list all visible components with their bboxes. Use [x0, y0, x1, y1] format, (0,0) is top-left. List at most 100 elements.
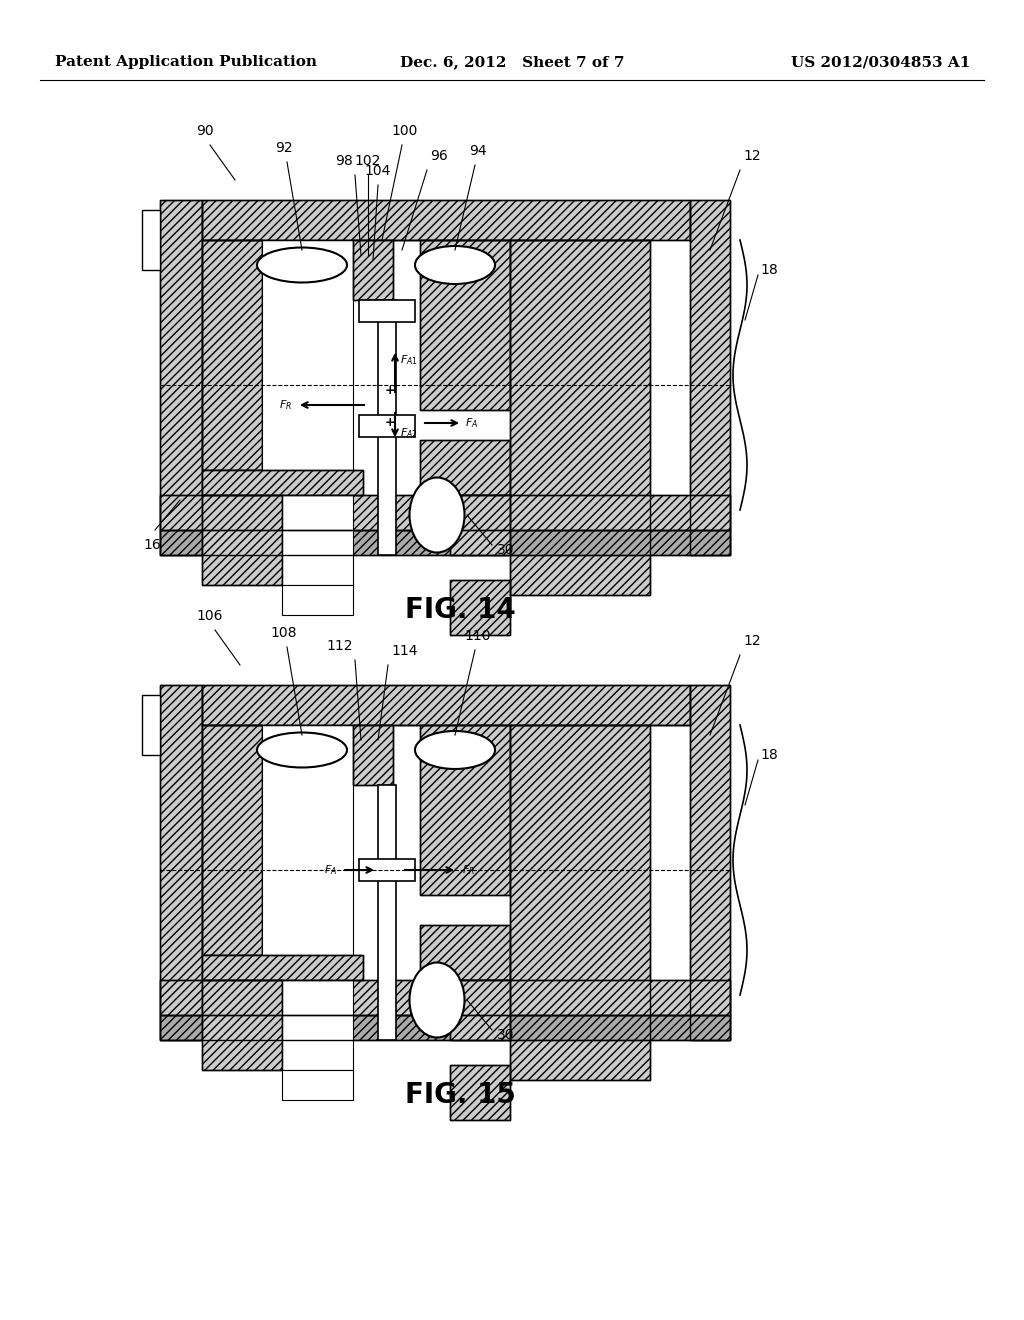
Bar — [450, 579, 510, 635]
Bar — [420, 440, 510, 495]
Bar — [378, 785, 396, 1040]
Ellipse shape — [410, 962, 465, 1038]
Text: 112: 112 — [327, 639, 353, 653]
Bar — [690, 685, 730, 1040]
Text: $F_R$: $F_R$ — [462, 863, 475, 876]
Text: $F_{A2}$: $F_{A2}$ — [400, 426, 418, 440]
Bar — [202, 954, 362, 979]
Bar — [202, 685, 690, 725]
Ellipse shape — [415, 246, 495, 284]
Bar — [160, 685, 202, 1040]
Bar — [202, 979, 282, 1071]
Bar — [359, 414, 415, 437]
Text: $F_A$: $F_A$ — [324, 863, 337, 876]
Text: 18: 18 — [760, 748, 778, 762]
Bar — [160, 1015, 730, 1040]
Bar — [450, 979, 510, 1040]
Bar — [420, 925, 510, 979]
Bar — [450, 979, 510, 1040]
Bar — [202, 495, 282, 585]
Bar — [202, 201, 690, 240]
Bar — [202, 685, 690, 725]
Bar — [510, 240, 650, 595]
Bar — [142, 696, 160, 755]
Text: $F_A$: $F_A$ — [465, 416, 478, 430]
Bar — [202, 470, 362, 495]
Text: 100: 100 — [392, 124, 418, 139]
Text: FIG. 15: FIG. 15 — [404, 1081, 515, 1109]
Bar — [282, 1071, 353, 1100]
Bar — [420, 240, 510, 411]
Bar — [202, 979, 282, 1071]
Bar — [353, 240, 393, 300]
Bar — [160, 201, 202, 554]
Bar — [282, 495, 353, 585]
Text: Dec. 6, 2012   Sheet 7 of 7: Dec. 6, 2012 Sheet 7 of 7 — [399, 55, 625, 69]
Text: Patent Application Publication: Patent Application Publication — [55, 55, 317, 69]
Text: 94: 94 — [469, 144, 486, 158]
Text: 90: 90 — [197, 124, 214, 139]
Bar — [160, 979, 730, 1015]
Text: 104: 104 — [365, 164, 391, 178]
Text: 16: 16 — [143, 539, 161, 552]
Bar — [160, 495, 730, 531]
Ellipse shape — [257, 733, 347, 767]
Text: 114: 114 — [391, 644, 418, 657]
Bar — [202, 240, 262, 470]
Text: 12: 12 — [743, 149, 761, 162]
Bar — [690, 685, 730, 1040]
Text: 92: 92 — [275, 141, 293, 154]
Text: 98: 98 — [335, 154, 353, 168]
Bar — [690, 201, 730, 554]
Bar — [202, 725, 262, 954]
Bar — [420, 925, 510, 979]
Bar — [378, 300, 396, 554]
Bar — [142, 210, 160, 271]
Text: +: + — [385, 417, 395, 429]
Text: 96: 96 — [430, 149, 447, 162]
Bar — [160, 685, 202, 1040]
Text: $F_{A1}$: $F_{A1}$ — [400, 354, 418, 367]
Text: 110: 110 — [465, 630, 492, 643]
Bar — [420, 725, 510, 895]
Bar — [160, 531, 730, 554]
Bar — [160, 531, 730, 554]
Bar — [690, 201, 730, 554]
Bar — [202, 725, 262, 954]
Bar — [353, 725, 393, 785]
Text: 30: 30 — [497, 543, 514, 557]
Bar — [450, 579, 510, 635]
Bar — [160, 495, 730, 531]
Bar — [202, 240, 262, 470]
Bar — [420, 240, 510, 411]
Bar — [450, 1065, 510, 1119]
Bar — [359, 300, 415, 322]
Bar — [262, 725, 353, 954]
Bar — [353, 240, 393, 300]
Text: 106: 106 — [197, 609, 223, 623]
Text: 12: 12 — [743, 634, 761, 648]
Ellipse shape — [410, 478, 465, 553]
Text: 18: 18 — [760, 263, 778, 277]
Bar — [160, 201, 202, 554]
Bar — [450, 495, 510, 554]
Ellipse shape — [415, 731, 495, 770]
Bar — [420, 725, 510, 895]
Ellipse shape — [257, 248, 347, 282]
Bar — [202, 495, 282, 585]
Bar — [202, 954, 362, 979]
Text: 102: 102 — [354, 154, 381, 168]
Text: $F_R$: $F_R$ — [279, 399, 292, 412]
Bar — [450, 495, 510, 554]
Bar — [510, 240, 650, 595]
Bar — [160, 1015, 730, 1040]
Bar — [359, 859, 415, 880]
Bar — [262, 240, 353, 470]
Text: 108: 108 — [270, 626, 297, 640]
Text: FIG. 14: FIG. 14 — [404, 597, 515, 624]
Bar — [282, 585, 353, 615]
Bar — [202, 470, 362, 495]
Bar — [510, 725, 650, 1080]
Bar — [282, 979, 353, 1071]
Bar — [202, 201, 690, 240]
